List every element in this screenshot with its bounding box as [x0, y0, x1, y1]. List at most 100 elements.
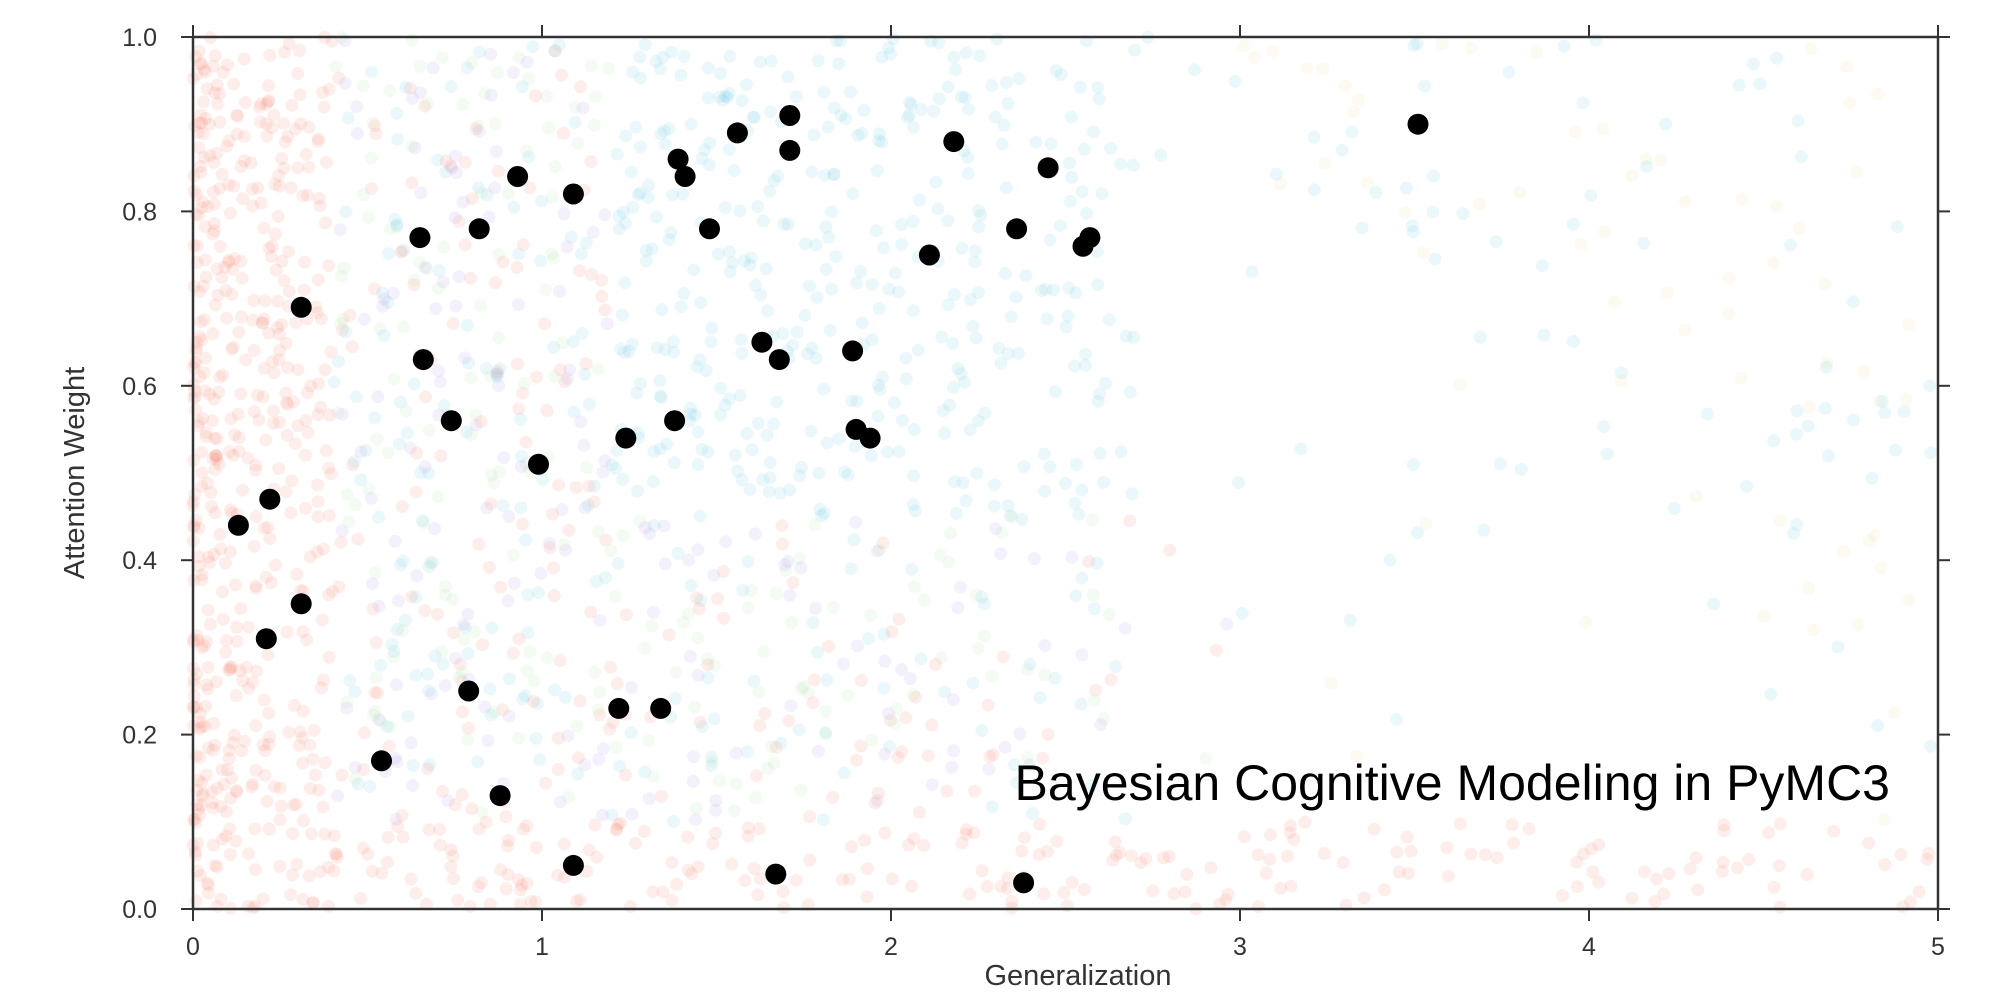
sample-dot — [188, 812, 202, 826]
sample-dot — [256, 316, 270, 330]
sample-dot — [1418, 79, 1432, 93]
sample-dot — [1875, 394, 1889, 408]
sample-dot — [335, 323, 349, 337]
sample-dot — [395, 500, 409, 513]
sample-dot — [789, 90, 803, 104]
sample-dot — [296, 189, 310, 203]
sample-dot — [702, 158, 716, 172]
sample-dot — [613, 816, 627, 830]
sample-dot — [809, 238, 823, 252]
sample-dot — [520, 819, 534, 833]
sample-dot — [552, 478, 566, 492]
sample-dot — [1204, 861, 1218, 875]
sample-dot — [942, 555, 956, 569]
sample-dot — [297, 704, 310, 718]
data-point — [726, 122, 748, 144]
sample-dot — [514, 501, 528, 515]
sample-dot — [1598, 225, 1612, 239]
sample-dot — [330, 850, 344, 864]
sample-dot — [280, 625, 294, 639]
sample-dot — [231, 109, 245, 123]
sample-dot — [794, 460, 808, 474]
sample-dot — [515, 449, 529, 463]
sample-dot — [609, 740, 623, 754]
sample-dot — [599, 571, 613, 585]
sample-dot — [817, 85, 831, 99]
sample-dot — [1064, 194, 1077, 208]
sample-dot — [1399, 181, 1413, 195]
sample-dot — [878, 747, 892, 761]
sample-dot — [1717, 824, 1731, 838]
sample-dot — [228, 578, 242, 592]
sample-dot — [872, 543, 886, 557]
sample-dot — [502, 833, 516, 847]
sample-dot — [351, 126, 364, 140]
sample-dot — [262, 706, 276, 720]
sample-dot — [201, 603, 215, 617]
sample-dot — [1134, 856, 1148, 870]
sample-dot — [677, 286, 691, 300]
data-point — [290, 593, 312, 615]
sample-dot — [487, 705, 501, 719]
sample-dot — [638, 641, 652, 655]
sample-dot — [213, 87, 227, 101]
sample-dot — [857, 103, 871, 117]
sample-dot — [192, 285, 206, 299]
sample-dot — [421, 667, 435, 681]
sample-dot — [1064, 110, 1078, 124]
sample-dot — [899, 711, 913, 725]
sample-dot — [282, 37, 296, 51]
sample-dot — [968, 255, 982, 269]
sample-dot — [885, 872, 899, 886]
sample-dot — [822, 639, 836, 653]
sample-dot — [1336, 856, 1350, 870]
sample-dot — [1716, 864, 1729, 878]
sample-dot — [786, 338, 800, 352]
sample-dot — [1556, 889, 1569, 902]
sample-dot — [211, 781, 224, 795]
sample-dot — [433, 838, 447, 852]
sample-dot — [484, 369, 498, 383]
sample-dot — [656, 885, 670, 899]
data-point — [608, 697, 630, 719]
sample-dot — [519, 533, 532, 547]
sample-dot — [1307, 130, 1321, 144]
sample-dot — [1075, 571, 1089, 585]
sample-dot — [1102, 608, 1116, 621]
sample-dot — [1119, 329, 1133, 343]
sample-dot — [232, 444, 246, 458]
sample-dot — [602, 62, 616, 76]
data-point — [412, 349, 434, 371]
sample-dot — [1877, 813, 1891, 826]
sample-dot — [946, 337, 960, 350]
sample-dot — [958, 375, 971, 389]
sample-dot — [200, 476, 214, 490]
sample-dot — [275, 318, 288, 331]
sample-dot — [209, 448, 223, 462]
sample-dot — [839, 112, 853, 126]
sample-dot — [310, 306, 324, 320]
sample-dot — [236, 192, 250, 206]
sample-dot — [460, 61, 474, 75]
sample-dot — [1868, 529, 1881, 543]
sample-dot — [656, 50, 670, 64]
sample-dot — [873, 383, 887, 396]
sample-dot — [1035, 284, 1048, 297]
sample-dot — [1345, 125, 1359, 139]
sample-dot — [193, 750, 207, 764]
sample-dot — [990, 32, 1004, 46]
sample-dot — [934, 651, 948, 665]
sample-dot — [666, 188, 680, 202]
sample-dot — [362, 482, 376, 496]
sample-dot — [254, 115, 268, 129]
data-point — [664, 410, 686, 432]
sample-dot — [1637, 236, 1651, 250]
sample-dot — [493, 362, 507, 376]
sample-dot — [906, 304, 920, 318]
sample-dot — [431, 607, 444, 621]
sample-dot — [282, 284, 296, 298]
sample-dot — [241, 620, 255, 634]
sample-dot — [409, 485, 423, 499]
sample-dot — [740, 745, 754, 759]
sample-dot — [490, 367, 504, 381]
